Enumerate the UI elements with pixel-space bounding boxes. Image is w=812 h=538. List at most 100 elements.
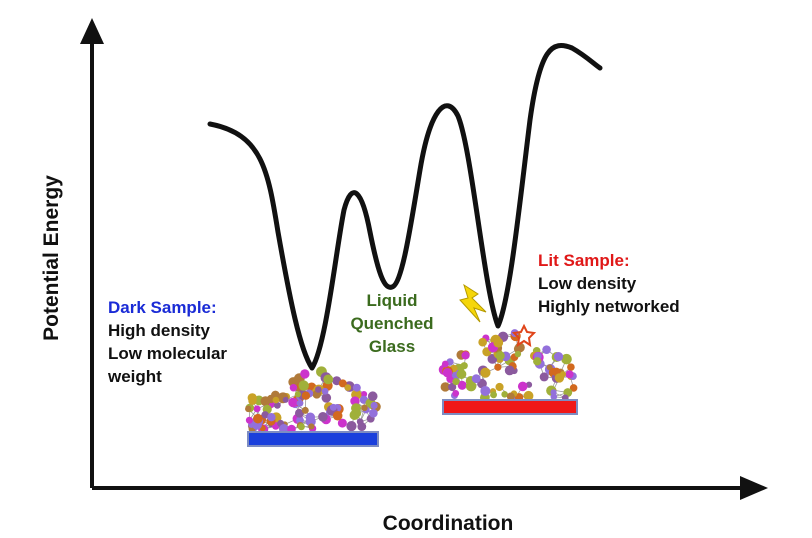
atom [352, 383, 361, 392]
atom [367, 391, 378, 402]
atom [356, 418, 364, 426]
atom [253, 405, 261, 413]
atom [318, 412, 328, 422]
glass-line-3: Glass [369, 337, 415, 356]
dark-sample-title: Dark Sample: [108, 298, 217, 317]
atom [321, 393, 332, 403]
dark-substrate [247, 431, 379, 447]
lit-sample-line-1: Low density [538, 274, 637, 293]
dark-sample-line-2: Low molecular [108, 344, 227, 363]
dark-sample-cluster [245, 366, 381, 435]
glass-line-2: Quenched [350, 314, 433, 333]
dark-sample-line-3: weight [107, 367, 162, 386]
atom [338, 379, 347, 388]
atom [533, 357, 542, 366]
atom [301, 406, 309, 414]
atom [478, 337, 487, 347]
atom [465, 380, 477, 392]
atom [480, 367, 491, 378]
atom [452, 378, 460, 386]
atom [539, 372, 549, 382]
atom [337, 418, 347, 428]
atom [567, 363, 575, 371]
atom [294, 374, 302, 383]
atom [294, 408, 304, 418]
atom [494, 363, 502, 371]
atom [514, 350, 522, 358]
lit-sample-line-2: Highly networked [538, 297, 680, 316]
atom [360, 390, 368, 398]
atom [321, 387, 329, 395]
atom [344, 384, 352, 391]
lit-sample-title: Lit Sample: [538, 251, 630, 270]
atom [314, 386, 322, 393]
dark-sample-line-1: High density [108, 321, 211, 340]
atom [495, 351, 505, 361]
atom [490, 391, 498, 399]
atom [561, 353, 572, 365]
atom [245, 405, 252, 413]
atom [569, 384, 578, 392]
atom [245, 416, 253, 424]
atom [452, 389, 460, 397]
atom [351, 403, 362, 414]
atom [553, 351, 564, 362]
atom [346, 421, 357, 432]
atom [350, 396, 360, 406]
atom [329, 403, 337, 411]
atom [471, 374, 481, 384]
glass-line-1: Liquid [367, 291, 418, 310]
atom [517, 381, 528, 392]
atom [308, 423, 315, 430]
atom [296, 416, 304, 425]
energy-curve [207, 43, 603, 371]
atom [565, 370, 574, 379]
atom [253, 413, 263, 424]
atom [456, 369, 467, 380]
atom [323, 374, 334, 385]
atom [440, 382, 450, 392]
atom [441, 360, 449, 368]
atom [296, 399, 304, 407]
star-icon [511, 323, 537, 348]
atom [501, 391, 508, 398]
atom [260, 396, 271, 407]
atom [495, 382, 504, 392]
atom [289, 384, 298, 392]
atom [523, 390, 534, 401]
atom [267, 412, 276, 422]
atom [300, 369, 310, 379]
atom [361, 404, 368, 412]
atom [294, 391, 301, 398]
atom [461, 351, 470, 360]
x-axis-label: Coordination [383, 512, 514, 535]
atom [554, 373, 565, 383]
atom [506, 392, 515, 401]
atom [369, 408, 378, 418]
atom [332, 410, 343, 421]
atom [261, 411, 269, 419]
atom [480, 385, 491, 396]
x-axis-arrow [740, 476, 768, 500]
atom [297, 423, 305, 431]
y-axis-arrow [80, 18, 104, 44]
lightning-icon [459, 283, 487, 323]
atom [442, 367, 453, 378]
atom [460, 362, 468, 370]
atom [370, 401, 378, 410]
atom [282, 396, 289, 403]
atom [542, 345, 551, 354]
atom [298, 380, 309, 391]
lit-sample-cluster [438, 329, 578, 403]
atom [504, 365, 515, 376]
atom [457, 380, 467, 390]
atom [493, 337, 504, 348]
atom [248, 396, 257, 406]
atom [272, 396, 280, 404]
y-axis-label: Potential Energy [40, 175, 63, 341]
atom [448, 382, 457, 392]
atom [550, 393, 558, 401]
lit-substrate [442, 399, 578, 415]
atom [273, 401, 281, 409]
